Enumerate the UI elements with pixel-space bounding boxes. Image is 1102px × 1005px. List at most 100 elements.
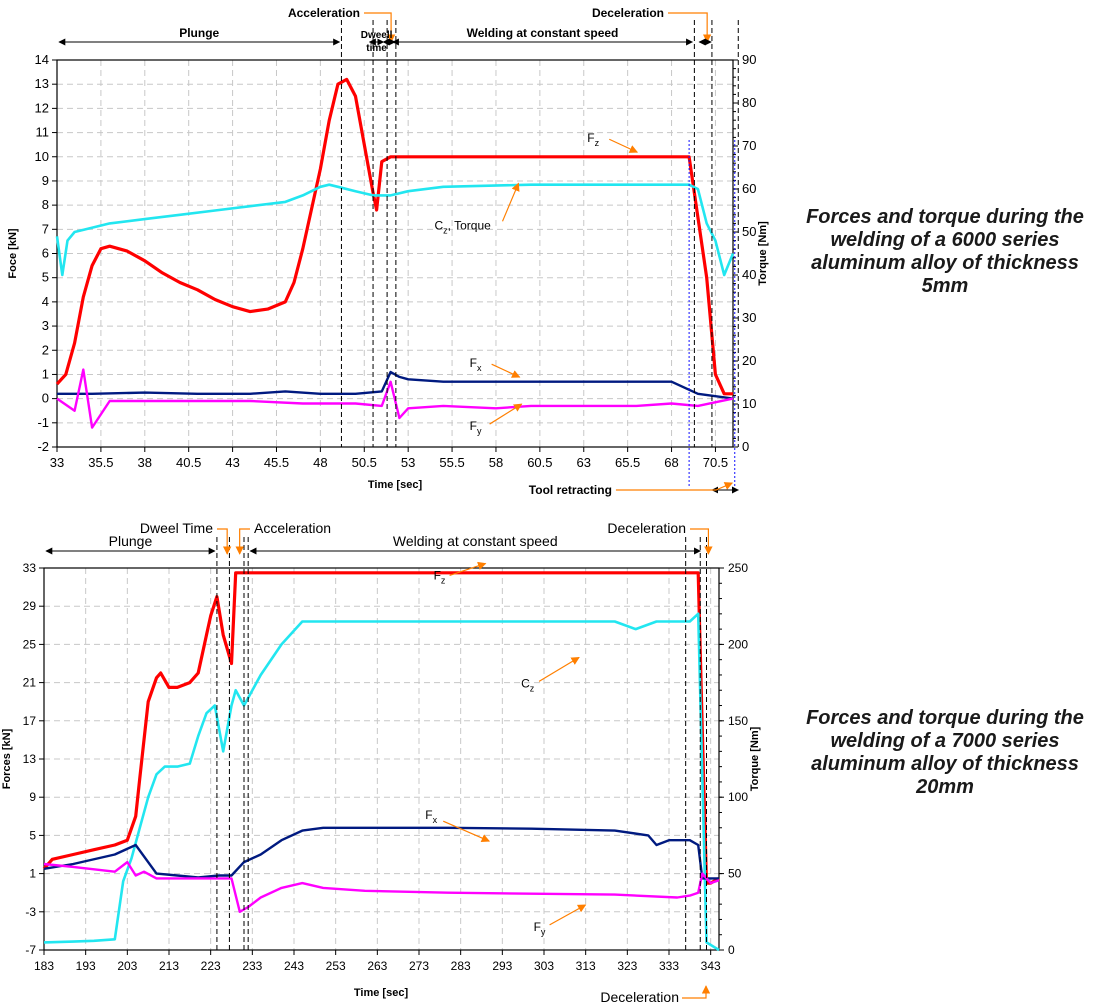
series-line-fy xyxy=(43,860,720,913)
caption-7000-series: Forces and torque during the welding of … xyxy=(806,707,1084,798)
y2-tick-label: 30 xyxy=(742,310,756,325)
y-tick-label: 10 xyxy=(35,149,49,164)
y-tick-label: 17 xyxy=(23,714,37,728)
x-tick-label: 333 xyxy=(659,959,679,973)
series-annotation: Cz, Torque xyxy=(435,218,492,235)
y-tick-label: 25 xyxy=(23,637,37,651)
y-tick-label: 3 xyxy=(42,318,49,333)
x-tick-label: 50.5 xyxy=(352,455,377,470)
annotation-leader xyxy=(443,820,491,843)
y2-tick-label: 50 xyxy=(728,867,742,881)
annotation-leader xyxy=(501,182,520,222)
callout-line xyxy=(690,528,713,555)
x-tick-label: 223 xyxy=(201,959,221,973)
series-line-fz xyxy=(55,77,733,396)
callout-line xyxy=(217,528,232,555)
x-axis-label: Time [sec] xyxy=(368,479,423,491)
x-tick-label: 213 xyxy=(159,959,179,973)
y2-tick-label: 90 xyxy=(742,52,756,67)
y-tick-label: 2 xyxy=(42,342,49,357)
x-tick-label: 33 xyxy=(50,455,64,470)
y2-tick-label: 200 xyxy=(728,637,748,651)
y-tick-label: 0 xyxy=(42,391,49,406)
x-tick-label: 273 xyxy=(409,959,429,973)
series-annotation: Fz xyxy=(434,568,446,585)
series-line-cz-torque xyxy=(55,183,735,277)
y2-tick-label: 0 xyxy=(742,439,749,454)
caption-6000-series: Forces and torque during the welding of … xyxy=(806,206,1084,297)
y-tick-label: 9 xyxy=(29,790,36,804)
y2-tick-label: 10 xyxy=(742,396,756,411)
chart-6000-series: 33 35.5 38 40.5 43 45.5 48 50.5 53 55.5 58 60.5 63 65… xyxy=(7,6,769,497)
y2-tick-label: 80 xyxy=(742,95,756,110)
x-tick-label: 343 xyxy=(701,959,721,973)
y-axis-label: Foce [kN] xyxy=(7,228,19,278)
callout-line xyxy=(235,528,250,555)
callout-line xyxy=(615,482,734,491)
phase-label: Dweel Time xyxy=(140,520,213,536)
series-annotation: Fx xyxy=(470,356,482,373)
x-tick-label: 323 xyxy=(617,959,637,973)
y-tick-label: 1 xyxy=(29,867,36,881)
y2-tick-label: 0 xyxy=(728,943,735,957)
callout-line xyxy=(364,12,396,43)
x-tick-label: 43 xyxy=(225,455,239,470)
x-tick-label: 65.5 xyxy=(615,455,640,470)
phase-label: Welding at constant speed xyxy=(467,26,619,40)
y2-tick-label: 150 xyxy=(728,714,748,728)
y2-tick-label: 70 xyxy=(742,138,756,153)
y-tick-label: 6 xyxy=(42,246,49,261)
y-tick-label: 5 xyxy=(42,270,49,285)
x-tick-label: 203 xyxy=(117,959,137,973)
x-tick-label: 193 xyxy=(76,959,96,973)
x-tick-label: 48 xyxy=(313,455,327,470)
phase-label: Welding at constant speed xyxy=(393,533,558,549)
phase-label: Deceleration xyxy=(592,6,664,20)
y2-tick-label: 100 xyxy=(728,790,748,804)
annotation-leader xyxy=(549,904,587,926)
series-line-cz xyxy=(43,612,720,952)
phase-label-bottom: Deceleration xyxy=(600,989,679,1005)
x-tick-label: 233 xyxy=(242,959,262,973)
annotation-leader xyxy=(538,656,580,682)
phase-label: time xyxy=(366,43,387,54)
y-tick-label: 33 xyxy=(23,561,37,575)
y-tick-label: 5 xyxy=(29,828,36,842)
phase-label: Acceleration xyxy=(254,520,331,536)
y-tick-label: 8 xyxy=(42,197,49,212)
y-tick-label: 7 xyxy=(42,221,49,236)
series-annotation: Fz xyxy=(587,131,599,148)
grid xyxy=(57,60,733,447)
phase-label: Tool retracting xyxy=(529,483,612,497)
series-line-fx xyxy=(57,370,734,400)
x-tick-label: 58 xyxy=(489,455,503,470)
y2-axis-label: Torque [Nm] xyxy=(749,726,761,791)
x-tick-label: 38 xyxy=(138,455,152,470)
y-tick-label: 14 xyxy=(35,52,49,67)
y2-tick-label: 250 xyxy=(728,561,748,575)
y-tick-label: 29 xyxy=(23,599,37,613)
y-tick-label: 4 xyxy=(42,294,49,309)
phase-label: Dweell xyxy=(361,30,393,41)
y2-tick-label: 40 xyxy=(742,267,756,282)
x-tick-label: 283 xyxy=(451,959,471,973)
x-tick-label: 183 xyxy=(34,959,54,973)
x-tick-label: 45.5 xyxy=(264,455,289,470)
x-tick-label: 243 xyxy=(284,959,304,973)
y-tick-label: 13 xyxy=(23,752,37,766)
callout-line xyxy=(668,12,712,43)
x-tick-label: 35.5 xyxy=(88,455,113,470)
annotation-leader xyxy=(609,138,639,153)
phase-label: Plunge xyxy=(109,533,153,549)
y2-tick-label: 60 xyxy=(742,181,756,196)
x-tick-label: 263 xyxy=(367,959,387,973)
series-annotation: Fy xyxy=(534,920,546,937)
series-line-fy xyxy=(56,368,734,429)
y2-tick-label: 20 xyxy=(742,353,756,368)
y-tick-label: -7 xyxy=(25,943,36,957)
y-tick-label: -1 xyxy=(37,415,49,430)
x-tick-label: 313 xyxy=(576,959,596,973)
y-tick-label: 9 xyxy=(42,173,49,188)
series-annotation: Fy xyxy=(470,419,482,436)
